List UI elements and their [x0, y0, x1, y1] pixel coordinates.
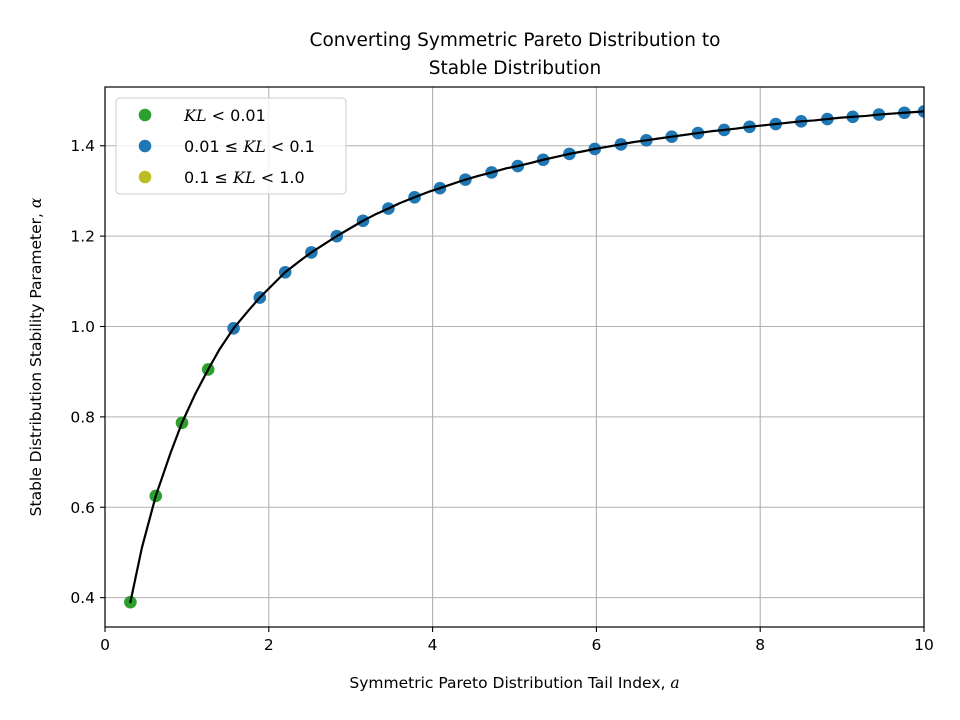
legend-box	[115, 97, 347, 195]
y-tick-label: 1.2	[70, 228, 95, 246]
x-axis-label-text: Symmetric Pareto Distribution Tail Index…	[349, 674, 670, 692]
plot-area	[124, 105, 924, 609]
fit-curve	[129, 110, 924, 604]
y-axis-label: Stable Distribution Stability Parameter,…	[27, 197, 45, 516]
y-tick-label: 1.0	[70, 318, 95, 336]
x-tick-label: 2	[264, 636, 274, 654]
chart-title-line-2: Stable Distribution	[429, 58, 601, 79]
y-axis-label-symbol: α	[27, 197, 45, 208]
x-tick-label: 8	[755, 636, 765, 654]
x-axis-label: Symmetric Pareto Distribution Tail Index…	[349, 674, 679, 692]
x-tick-label: 10	[914, 636, 934, 654]
legend-label-0: KL < 0.01	[183, 106, 266, 125]
x-axis-label-symbol: a	[670, 674, 679, 692]
y-tick-label: 0.6	[70, 499, 95, 517]
axis-ticks: 0 2 4 6 8 10 0.4 0.6 0.8 1.0 1.2 1.4	[70, 137, 934, 654]
x-tick-label: 6	[591, 636, 601, 654]
x-tick-label: 4	[428, 636, 438, 654]
axes-frame	[104, 86, 925, 628]
y-tick-label: 0.8	[70, 408, 95, 426]
y-axis-label-text: Stable Distribution Stability Parameter,	[27, 208, 45, 516]
legend-label-1: 0.01 ≤ KL < 0.1	[184, 137, 315, 156]
x-tick-label: 0	[100, 636, 110, 654]
legend-label-2: 0.1 ≤ KL < 1.0	[184, 168, 305, 187]
y-tick-label: 0.4	[70, 589, 95, 607]
legend-marker-0	[138, 108, 152, 122]
legend: KL < 0.01 0.01 ≤ KL < 0.1 0.1 ≤ KL < 1.0	[115, 97, 347, 195]
grid	[104, 87, 925, 627]
legend-marker-2	[138, 170, 152, 184]
legend-marker-1	[138, 139, 152, 153]
chart-title-line-1: Converting Symmetric Pareto Distribution…	[310, 30, 721, 51]
y-tick-label: 1.4	[70, 137, 95, 155]
